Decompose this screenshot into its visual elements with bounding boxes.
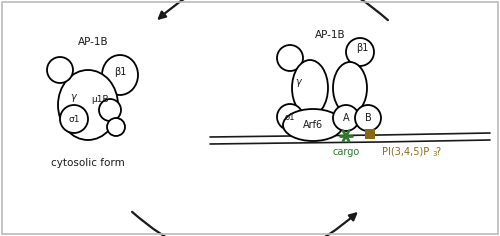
Ellipse shape xyxy=(58,70,118,140)
Circle shape xyxy=(107,118,125,136)
Text: PI(3,4,5)P: PI(3,4,5)P xyxy=(382,147,430,157)
Text: B: B xyxy=(364,113,372,123)
Circle shape xyxy=(47,57,73,83)
Ellipse shape xyxy=(333,62,367,114)
Circle shape xyxy=(99,99,121,121)
Text: γ: γ xyxy=(295,77,301,87)
Text: 3: 3 xyxy=(432,151,436,157)
FancyArrowPatch shape xyxy=(159,0,388,20)
Text: μ1B: μ1B xyxy=(91,96,109,105)
Text: A: A xyxy=(342,113,349,123)
Circle shape xyxy=(355,105,381,131)
Circle shape xyxy=(346,38,374,66)
Bar xyxy=(365,129,375,139)
FancyArrowPatch shape xyxy=(132,212,356,236)
Text: AP-1B: AP-1B xyxy=(314,30,346,40)
Text: AP-1B: AP-1B xyxy=(78,37,108,47)
Text: cytosolic form: cytosolic form xyxy=(51,158,125,168)
Ellipse shape xyxy=(292,60,328,116)
Text: γ: γ xyxy=(70,92,76,102)
Circle shape xyxy=(277,104,303,130)
Text: β1: β1 xyxy=(114,67,126,77)
Ellipse shape xyxy=(283,109,343,141)
Circle shape xyxy=(333,105,359,131)
Text: ?: ? xyxy=(435,147,440,157)
Ellipse shape xyxy=(102,55,138,95)
Circle shape xyxy=(277,45,303,71)
Circle shape xyxy=(60,105,88,133)
Text: Arf6: Arf6 xyxy=(303,120,323,130)
Text: β1: β1 xyxy=(356,43,368,53)
Text: σ1: σ1 xyxy=(68,114,80,123)
Text: cargo: cargo xyxy=(332,147,359,157)
Text: σ1: σ1 xyxy=(285,113,295,122)
